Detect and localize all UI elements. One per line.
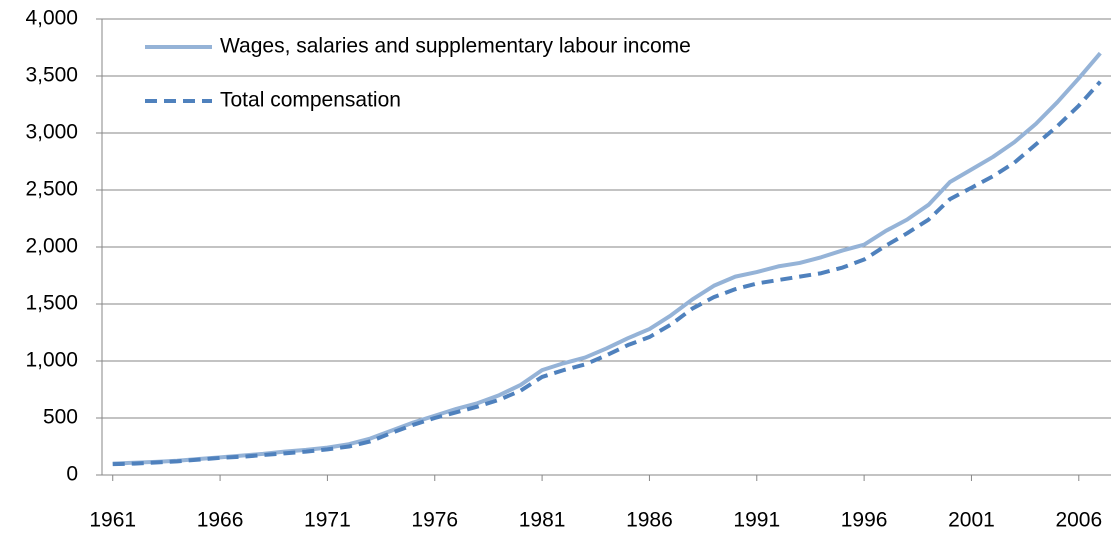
y-tick-label: 0	[66, 463, 78, 486]
series-line	[112, 51, 1102, 466]
series-line	[112, 80, 1102, 467]
x-tick-label: 1971	[304, 509, 351, 532]
x-tick-label: 1991	[733, 509, 780, 532]
legend-label: Wages, salaries and supplementary labour…	[220, 35, 691, 58]
y-tick-label: 1,500	[25, 292, 78, 315]
x-tick-label: 2001	[948, 509, 995, 532]
y-tick-label: 2,000	[25, 235, 78, 258]
legend-label: Total compensation	[220, 89, 401, 112]
x-tick-label: 1996	[841, 509, 888, 532]
x-tick-label: 1981	[519, 509, 566, 532]
x-tick-label: 1976	[411, 509, 458, 532]
x-tick-label: 2006	[1055, 509, 1102, 532]
y-tick-label: 1,000	[25, 349, 78, 372]
x-tick-label: 1961	[89, 509, 136, 532]
x-tick-label: 1966	[197, 509, 244, 532]
y-tick-label: 3,000	[25, 121, 78, 144]
y-tick-label: 4,000	[25, 7, 78, 30]
x-tick-label: 1986	[626, 509, 673, 532]
y-tick-label: 3,500	[25, 64, 78, 87]
y-tick-label: 2,500	[25, 178, 78, 201]
y-tick-label: 500	[43, 406, 78, 429]
